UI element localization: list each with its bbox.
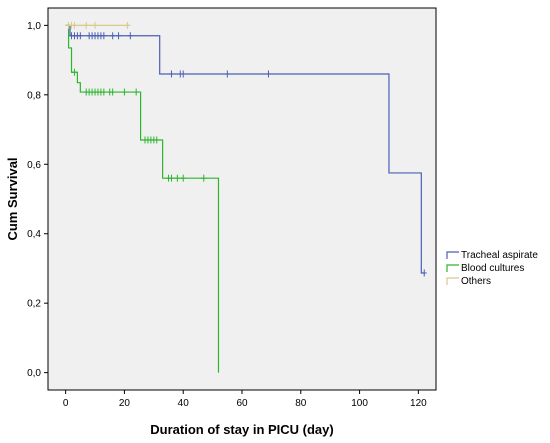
y-axis-title: Cum Survival <box>5 157 20 240</box>
censored-mark-others <box>71 21 77 29</box>
censored-mark-tracheal-aspirate <box>224 70 230 78</box>
legend-swatch <box>446 251 459 259</box>
legend-item-tracheal-aspirate: Tracheal aspirate <box>446 250 538 261</box>
censored-mark-blood-cultures <box>133 88 139 96</box>
y-tick-label: 0,6 <box>27 160 41 171</box>
legend-label: Others <box>461 276 491 287</box>
x-axis: 0 20 40 60 80 100 120 <box>63 390 427 409</box>
x-tick-label: 20 <box>119 398 131 409</box>
censored-mark-tracheal-aspirate <box>180 70 186 78</box>
legend-item-blood-cultures: Blood cultures <box>446 263 524 274</box>
censored-mark-others <box>92 21 98 29</box>
legend-item-others: Others <box>446 276 491 287</box>
legend-swatch <box>446 264 459 272</box>
series-line-tracheal-aspirate <box>65 24 425 274</box>
censored-mark-blood-cultures <box>168 174 174 182</box>
y-axis: 0,0 0,2 0,4 0,6 0,8 1,0 <box>27 21 48 379</box>
censored-mark-tracheal-aspirate <box>265 70 271 78</box>
x-tick-label: 80 <box>295 398 307 409</box>
censored-mark-blood-cultures <box>180 174 186 182</box>
censored-mark-blood-cultures <box>121 88 127 96</box>
series-line-blood-cultures <box>65 24 220 373</box>
plot-area <box>47 7 437 391</box>
y-tick-label: 0,0 <box>27 368 41 379</box>
legend-label: Tracheal aspirate <box>461 250 538 261</box>
censored-mark-tracheal-aspirate <box>110 32 116 40</box>
censored-mark-blood-cultures <box>201 174 207 182</box>
censored-mark-blood-cultures <box>71 68 77 76</box>
censored-mark-tracheal-aspirate <box>421 269 427 277</box>
censored-mark-tracheal-aspirate <box>116 32 122 40</box>
censored-mark-tracheal-aspirate <box>127 32 133 40</box>
x-tick-label: 40 <box>178 398 190 409</box>
x-tick-label: 0 <box>63 398 69 409</box>
x-axis-title: Duration of stay in PICU (day) <box>150 422 333 437</box>
y-tick-label: 0,4 <box>27 229 41 240</box>
censored-mark-blood-cultures <box>154 136 160 144</box>
y-tick-label: 1,0 <box>27 21 41 32</box>
censored-mark-blood-cultures <box>174 174 180 182</box>
censored-mark-tracheal-aspirate <box>77 32 83 40</box>
y-tick-label: 0,8 <box>27 90 41 101</box>
censored-mark-tracheal-aspirate <box>101 32 107 40</box>
y-tick-label: 0,2 <box>27 299 41 310</box>
x-tick-label: 60 <box>236 398 248 409</box>
censored-mark-others <box>83 21 89 29</box>
legend-swatch <box>446 277 459 285</box>
x-tick-label: 120 <box>410 398 427 409</box>
series-layer <box>65 21 427 373</box>
legend-label: Blood cultures <box>461 263 524 274</box>
censored-mark-others <box>124 21 130 29</box>
x-tick-label: 100 <box>351 398 368 409</box>
censored-mark-blood-cultures <box>101 88 107 96</box>
legend: Tracheal aspirate Blood cultures Others <box>446 250 538 287</box>
censored-mark-blood-cultures <box>110 88 116 96</box>
censored-mark-tracheal-aspirate <box>168 70 174 78</box>
